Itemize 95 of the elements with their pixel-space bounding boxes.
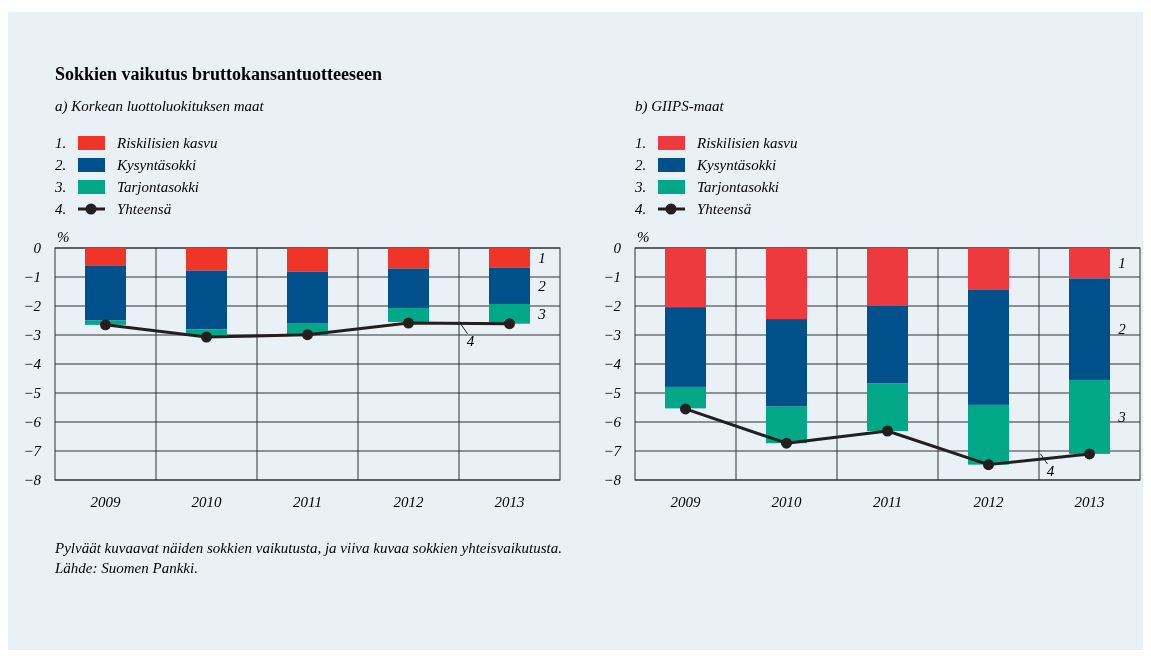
- text: 1.: [635, 135, 647, 151]
- annotation: 3: [537, 305, 546, 322]
- bar: [968, 248, 1009, 290]
- y-tick-label: −4: [603, 356, 622, 372]
- bar: [867, 383, 908, 431]
- y-tick-label: −8: [23, 472, 42, 488]
- point: [504, 318, 515, 330]
- bar: [388, 268, 429, 309]
- bar: [766, 319, 807, 407]
- y-tick-label: −7: [23, 443, 43, 459]
- bar: [968, 289, 1009, 405]
- bar: [665, 386, 706, 409]
- point: [680, 403, 691, 415]
- bar: [388, 248, 429, 269]
- x-tick-label: 2009: [670, 494, 701, 510]
- legend-label: Yhteensä: [117, 201, 172, 217]
- bar: [665, 307, 706, 387]
- text: 1.: [55, 135, 67, 151]
- x-tick-label: 2013: [494, 494, 525, 510]
- chart-subtitle: a) Korkean luottoluokituksen maat: [55, 98, 265, 115]
- annotation: 1: [538, 249, 546, 266]
- y-tick-label: −6: [603, 414, 622, 430]
- legend-label: Riskilisien kasvu: [696, 135, 798, 151]
- point: [781, 437, 792, 449]
- chart-title: Sokkien vaikutus bruttokansantuotteeseen: [55, 64, 383, 84]
- annotation: 4: [1046, 462, 1055, 479]
- y-axis-title: %: [57, 229, 70, 245]
- annotation: 1: [1118, 255, 1126, 272]
- bar: [489, 267, 530, 304]
- bar: [489, 248, 530, 268]
- point: [882, 425, 893, 437]
- point: [201, 331, 212, 343]
- legend-label: Tarjontasokki: [697, 179, 779, 195]
- y-tick-label: −6: [23, 414, 42, 430]
- x-tick-label: 2011: [293, 494, 322, 510]
- point: [403, 317, 414, 329]
- point: [100, 319, 111, 331]
- y-tick-label: −1: [603, 269, 621, 285]
- y-tick-label: 0: [613, 240, 622, 256]
- bar: [85, 265, 126, 321]
- bar: [85, 248, 126, 266]
- y-tick-label: −1: [23, 269, 41, 285]
- bar: [867, 306, 908, 384]
- bar: [186, 248, 227, 271]
- x-tick-label: 2012: [393, 494, 424, 510]
- annotation: 4: [466, 332, 475, 349]
- chart-subtitle: b) GIIPS-maat: [635, 98, 725, 115]
- y-tick-label: −4: [23, 356, 42, 372]
- bar: [186, 270, 227, 330]
- bar: [1069, 379, 1110, 454]
- legend-label: Riskilisien kasvu: [116, 135, 218, 151]
- text: Lähde: Suomen Pankki.: [54, 560, 198, 576]
- annotation: 2: [1118, 321, 1127, 338]
- y-tick-label: −2: [23, 298, 42, 314]
- y-axis-title: %: [637, 229, 650, 245]
- bar: [287, 271, 328, 324]
- bar: [1069, 248, 1110, 279]
- text: 4.: [55, 201, 67, 217]
- text: Pylväät kuvaavat näiden sokkien vaikutusta, ja viiva kuvaa sokkien yhteisvaikutusta.: [54, 540, 562, 556]
- annotation: 2: [538, 277, 547, 294]
- bar: [766, 248, 807, 320]
- bar: [489, 303, 530, 324]
- legend-label: Yhteensä: [697, 201, 752, 217]
- y-tick-label: −5: [23, 385, 42, 401]
- point: [983, 459, 994, 471]
- bar: [665, 248, 706, 308]
- text: 2.: [635, 157, 647, 173]
- text: 3.: [634, 179, 647, 195]
- bar: [287, 248, 328, 272]
- bar: [388, 308, 429, 322]
- y-tick-label: 0: [33, 240, 42, 256]
- x-tick-label: 2010: [771, 494, 802, 510]
- x-tick-label: 2013: [1074, 494, 1105, 510]
- bar: [867, 248, 908, 306]
- y-tick-label: −2: [603, 298, 622, 314]
- x-tick-label: 2012: [973, 494, 1004, 510]
- x-tick-label: 2009: [90, 494, 121, 510]
- legend-label: Kysyntäsokki: [696, 157, 777, 173]
- y-tick-label: −3: [23, 327, 41, 343]
- x-tick-label: 2010: [191, 494, 222, 510]
- bar: [1069, 278, 1110, 380]
- bar: [766, 406, 807, 444]
- y-tick-label: −3: [603, 327, 621, 343]
- y-tick-label: −8: [603, 472, 622, 488]
- annotation: 3: [1117, 408, 1126, 425]
- text: 3.: [54, 179, 67, 195]
- y-tick-label: −5: [603, 385, 622, 401]
- y-tick-label: −7: [603, 443, 623, 459]
- text: 4.: [635, 201, 647, 217]
- bar: [968, 404, 1009, 465]
- point: [1084, 448, 1095, 460]
- legend-label: Tarjontasokki: [117, 179, 199, 195]
- x-tick-label: 2011: [873, 494, 902, 510]
- text: 2.: [55, 157, 67, 173]
- legend-label: Kysyntäsokki: [116, 157, 197, 173]
